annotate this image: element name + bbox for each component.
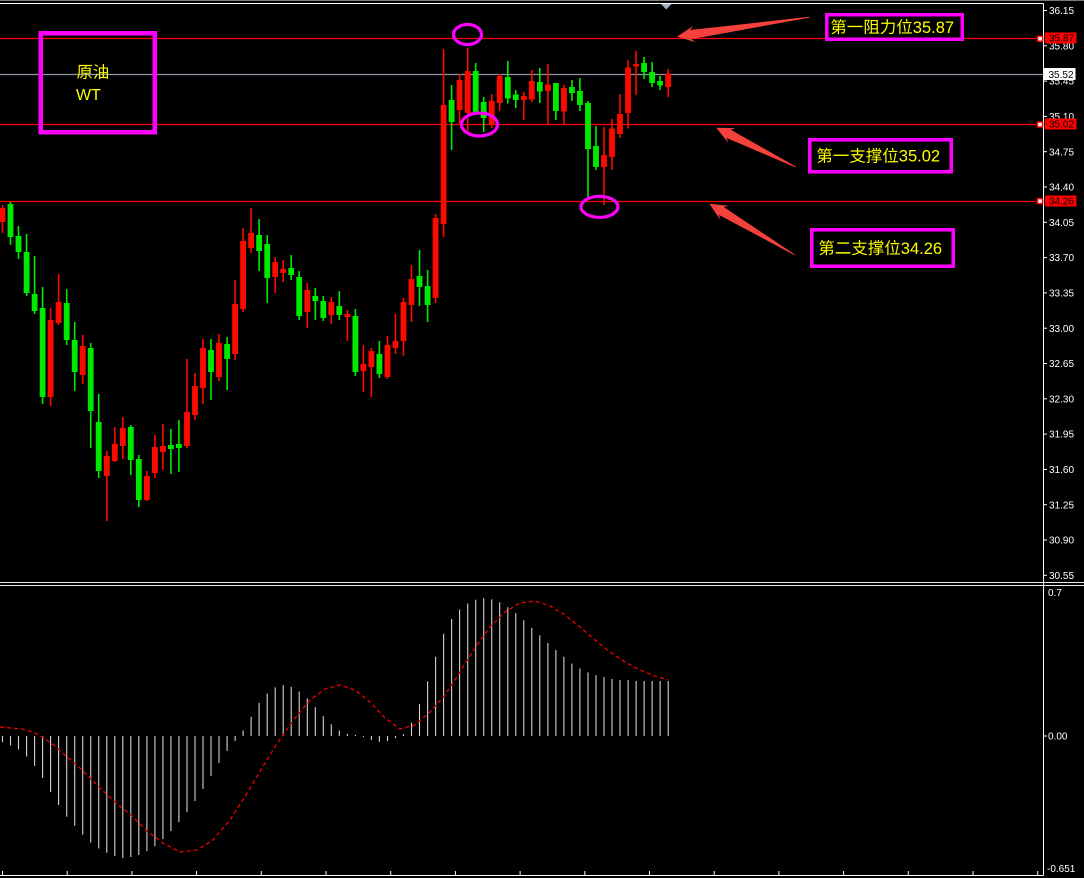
svg-text:0.7: 0.7 [1048,588,1062,599]
svg-text:35.87: 35.87 [913,19,954,37]
svg-text:33.70: 33.70 [1049,253,1074,264]
svg-text:0.00: 0.00 [1048,732,1068,743]
svg-text:31.60: 31.60 [1049,465,1074,476]
svg-text:34.26: 34.26 [1049,197,1074,208]
svg-text:35.02: 35.02 [1049,120,1074,131]
svg-text:30.55: 30.55 [1049,571,1074,582]
svg-text:WT: WT [76,87,101,104]
svg-text:32.30: 32.30 [1049,394,1074,405]
svg-text:31.25: 31.25 [1049,500,1074,511]
svg-text:34.75: 34.75 [1049,147,1074,158]
svg-text:34.05: 34.05 [1049,218,1074,229]
svg-text:35.80: 35.80 [1049,41,1074,52]
svg-text:30.90: 30.90 [1049,536,1074,547]
svg-text:33.35: 33.35 [1049,289,1074,300]
svg-text:36.15: 36.15 [1049,6,1074,17]
svg-text:31.95: 31.95 [1049,430,1074,441]
svg-text:-0.651: -0.651 [1047,864,1076,875]
svg-text:35.02: 35.02 [899,148,940,166]
svg-text:32.65: 32.65 [1049,359,1074,370]
svg-text:35.45: 35.45 [1049,77,1074,88]
svg-text:35.10: 35.10 [1049,112,1074,123]
svg-text:34.26: 34.26 [901,240,942,258]
svg-text:33.00: 33.00 [1049,324,1074,335]
svg-text:34.40: 34.40 [1049,183,1074,194]
svg-text:35.87: 35.87 [1049,34,1074,45]
svg-text:35.52: 35.52 [1049,70,1074,81]
